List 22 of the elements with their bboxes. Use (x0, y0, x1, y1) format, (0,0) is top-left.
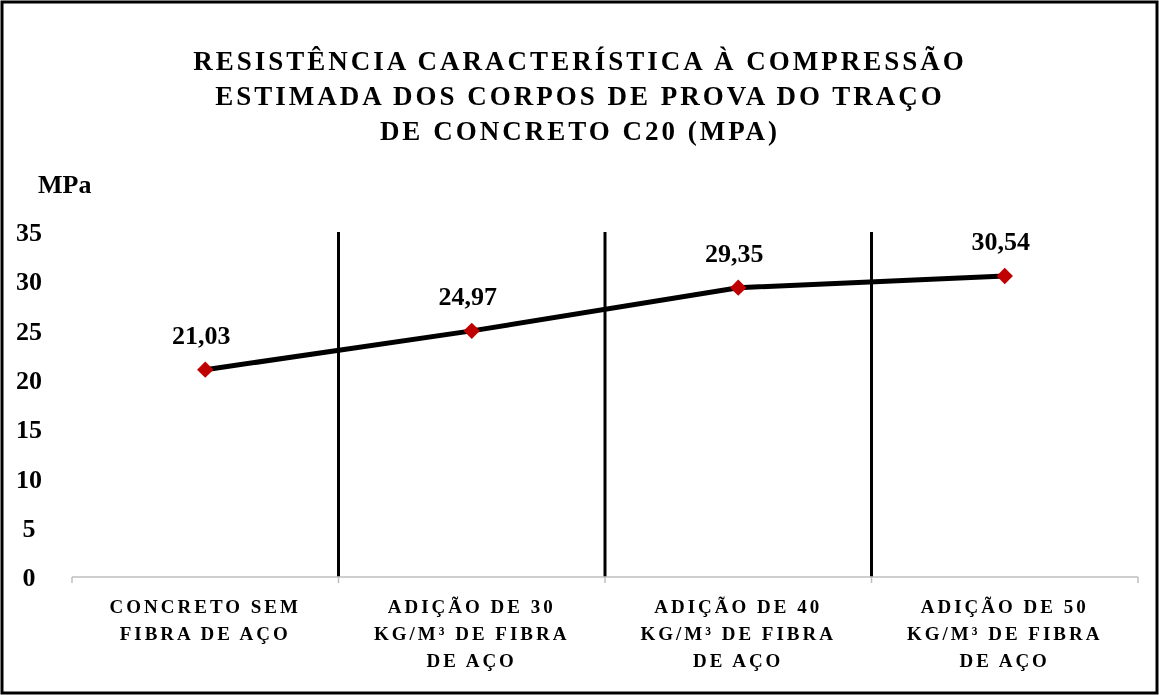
point (463, 322, 480, 340)
y-tick-label: 5 (22, 513, 36, 543)
data-label: 21,03 (172, 320, 231, 350)
y-tick-label: 10 (16, 464, 42, 494)
y-tick-label: 35 (16, 218, 42, 248)
point (730, 279, 747, 296)
x-tick-label: ADIÇÃO DE 40 KG/M³ DE FIBRA DE AÇO (640, 596, 836, 671)
point (197, 361, 214, 378)
y-tick-label: 0 (22, 563, 36, 593)
chart-title: RESISTÊNCIA CARACTERÍSTICA À COMPRESSÃO ESTIMADA DOS CORPOS DE PROVA DO TRAÇO DE CONCRETO C20 (MPA) (193, 46, 967, 146)
y-tick-label: 15 (16, 415, 42, 445)
y-axis-title: MPa (38, 170, 92, 199)
data-label: 24,97 (438, 281, 497, 311)
x-tick-label: ADIÇÃO DE 50 KG/M³ DE FIBRA DE AÇO (907, 596, 1103, 671)
x-tick-label: CONCRETO SEM FIBRA DE AÇO (109, 596, 301, 644)
point (996, 267, 1013, 285)
data-label: 29,35 (705, 238, 764, 268)
data-label: 30,54 (971, 226, 1030, 256)
y-tick-label: 20 (16, 365, 42, 395)
y-tick-label: 30 (16, 267, 42, 297)
y-tick-label: 25 (16, 316, 42, 346)
x-tick-label: ADIÇÃO DE 30 KG/M³ DE FIBRA DE AÇO (374, 596, 570, 671)
